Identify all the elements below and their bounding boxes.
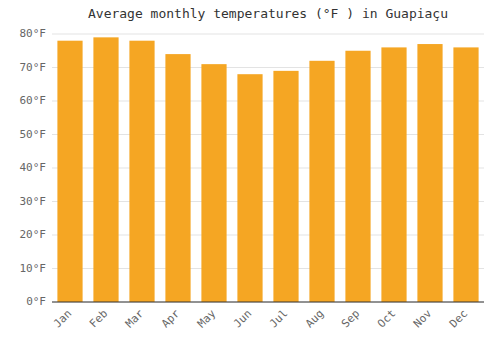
bar [57, 41, 82, 302]
y-tick-label: 40°F [20, 161, 47, 174]
y-tick-label: 20°F [20, 228, 47, 241]
bar [417, 44, 442, 302]
x-axis-line [52, 302, 484, 303]
y-tick-label: 70°F [20, 61, 47, 74]
y-tick-label: 50°F [20, 128, 47, 141]
x-tick-label: Dec [447, 307, 470, 330]
bar [129, 41, 154, 302]
y-tick-label: 80°F [20, 27, 47, 40]
x-tick-label: Jun [231, 307, 254, 330]
y-axis: 0°F 10°F 20°F 30°F 40°F 50°F 60°F 70°F 80°F [20, 27, 47, 308]
bar [345, 51, 370, 302]
bar [453, 47, 478, 302]
x-tick-label: Jul [267, 307, 290, 330]
bars [57, 37, 478, 302]
y-tick-label: 10°F [20, 262, 47, 275]
x-tick-label: Jan [51, 307, 74, 330]
x-tick-label: Mar [123, 307, 147, 331]
bar [237, 74, 262, 302]
y-tick-label: 0°F [26, 295, 46, 308]
x-tick-label: Oct [375, 307, 398, 330]
x-tick-label: Aug [303, 307, 326, 330]
grid-line [52, 302, 484, 303]
x-axis: Jan Feb Mar Apr May Jun Jul Aug Sep Oct Nov Dec [51, 307, 470, 331]
grid-line [52, 34, 484, 35]
bar [165, 54, 190, 302]
bar [273, 71, 298, 302]
bar [309, 61, 334, 302]
chart-container: 0°F 10°F 20°F 30°F 40°F 50°F 60°F 70°F 80°F Jan Fe… [0, 0, 500, 350]
bar [201, 64, 226, 302]
bar [93, 37, 118, 302]
x-tick-label: May [195, 307, 219, 331]
x-tick-label: Nov [411, 307, 435, 331]
y-tick-label: 30°F [20, 195, 47, 208]
x-tick-label: Feb [87, 307, 110, 330]
grid [52, 34, 484, 302]
bar [381, 47, 406, 302]
y-tick-label: 60°F [20, 94, 47, 107]
chart-title: Average monthly temperatures (°F ) in Gu… [88, 6, 448, 21]
chart-svg: 0°F 10°F 20°F 30°F 40°F 50°F 60°F 70°F 80°F Jan Fe… [0, 0, 500, 350]
x-tick-label: Apr [159, 307, 183, 331]
x-tick-label: Sep [339, 307, 362, 330]
